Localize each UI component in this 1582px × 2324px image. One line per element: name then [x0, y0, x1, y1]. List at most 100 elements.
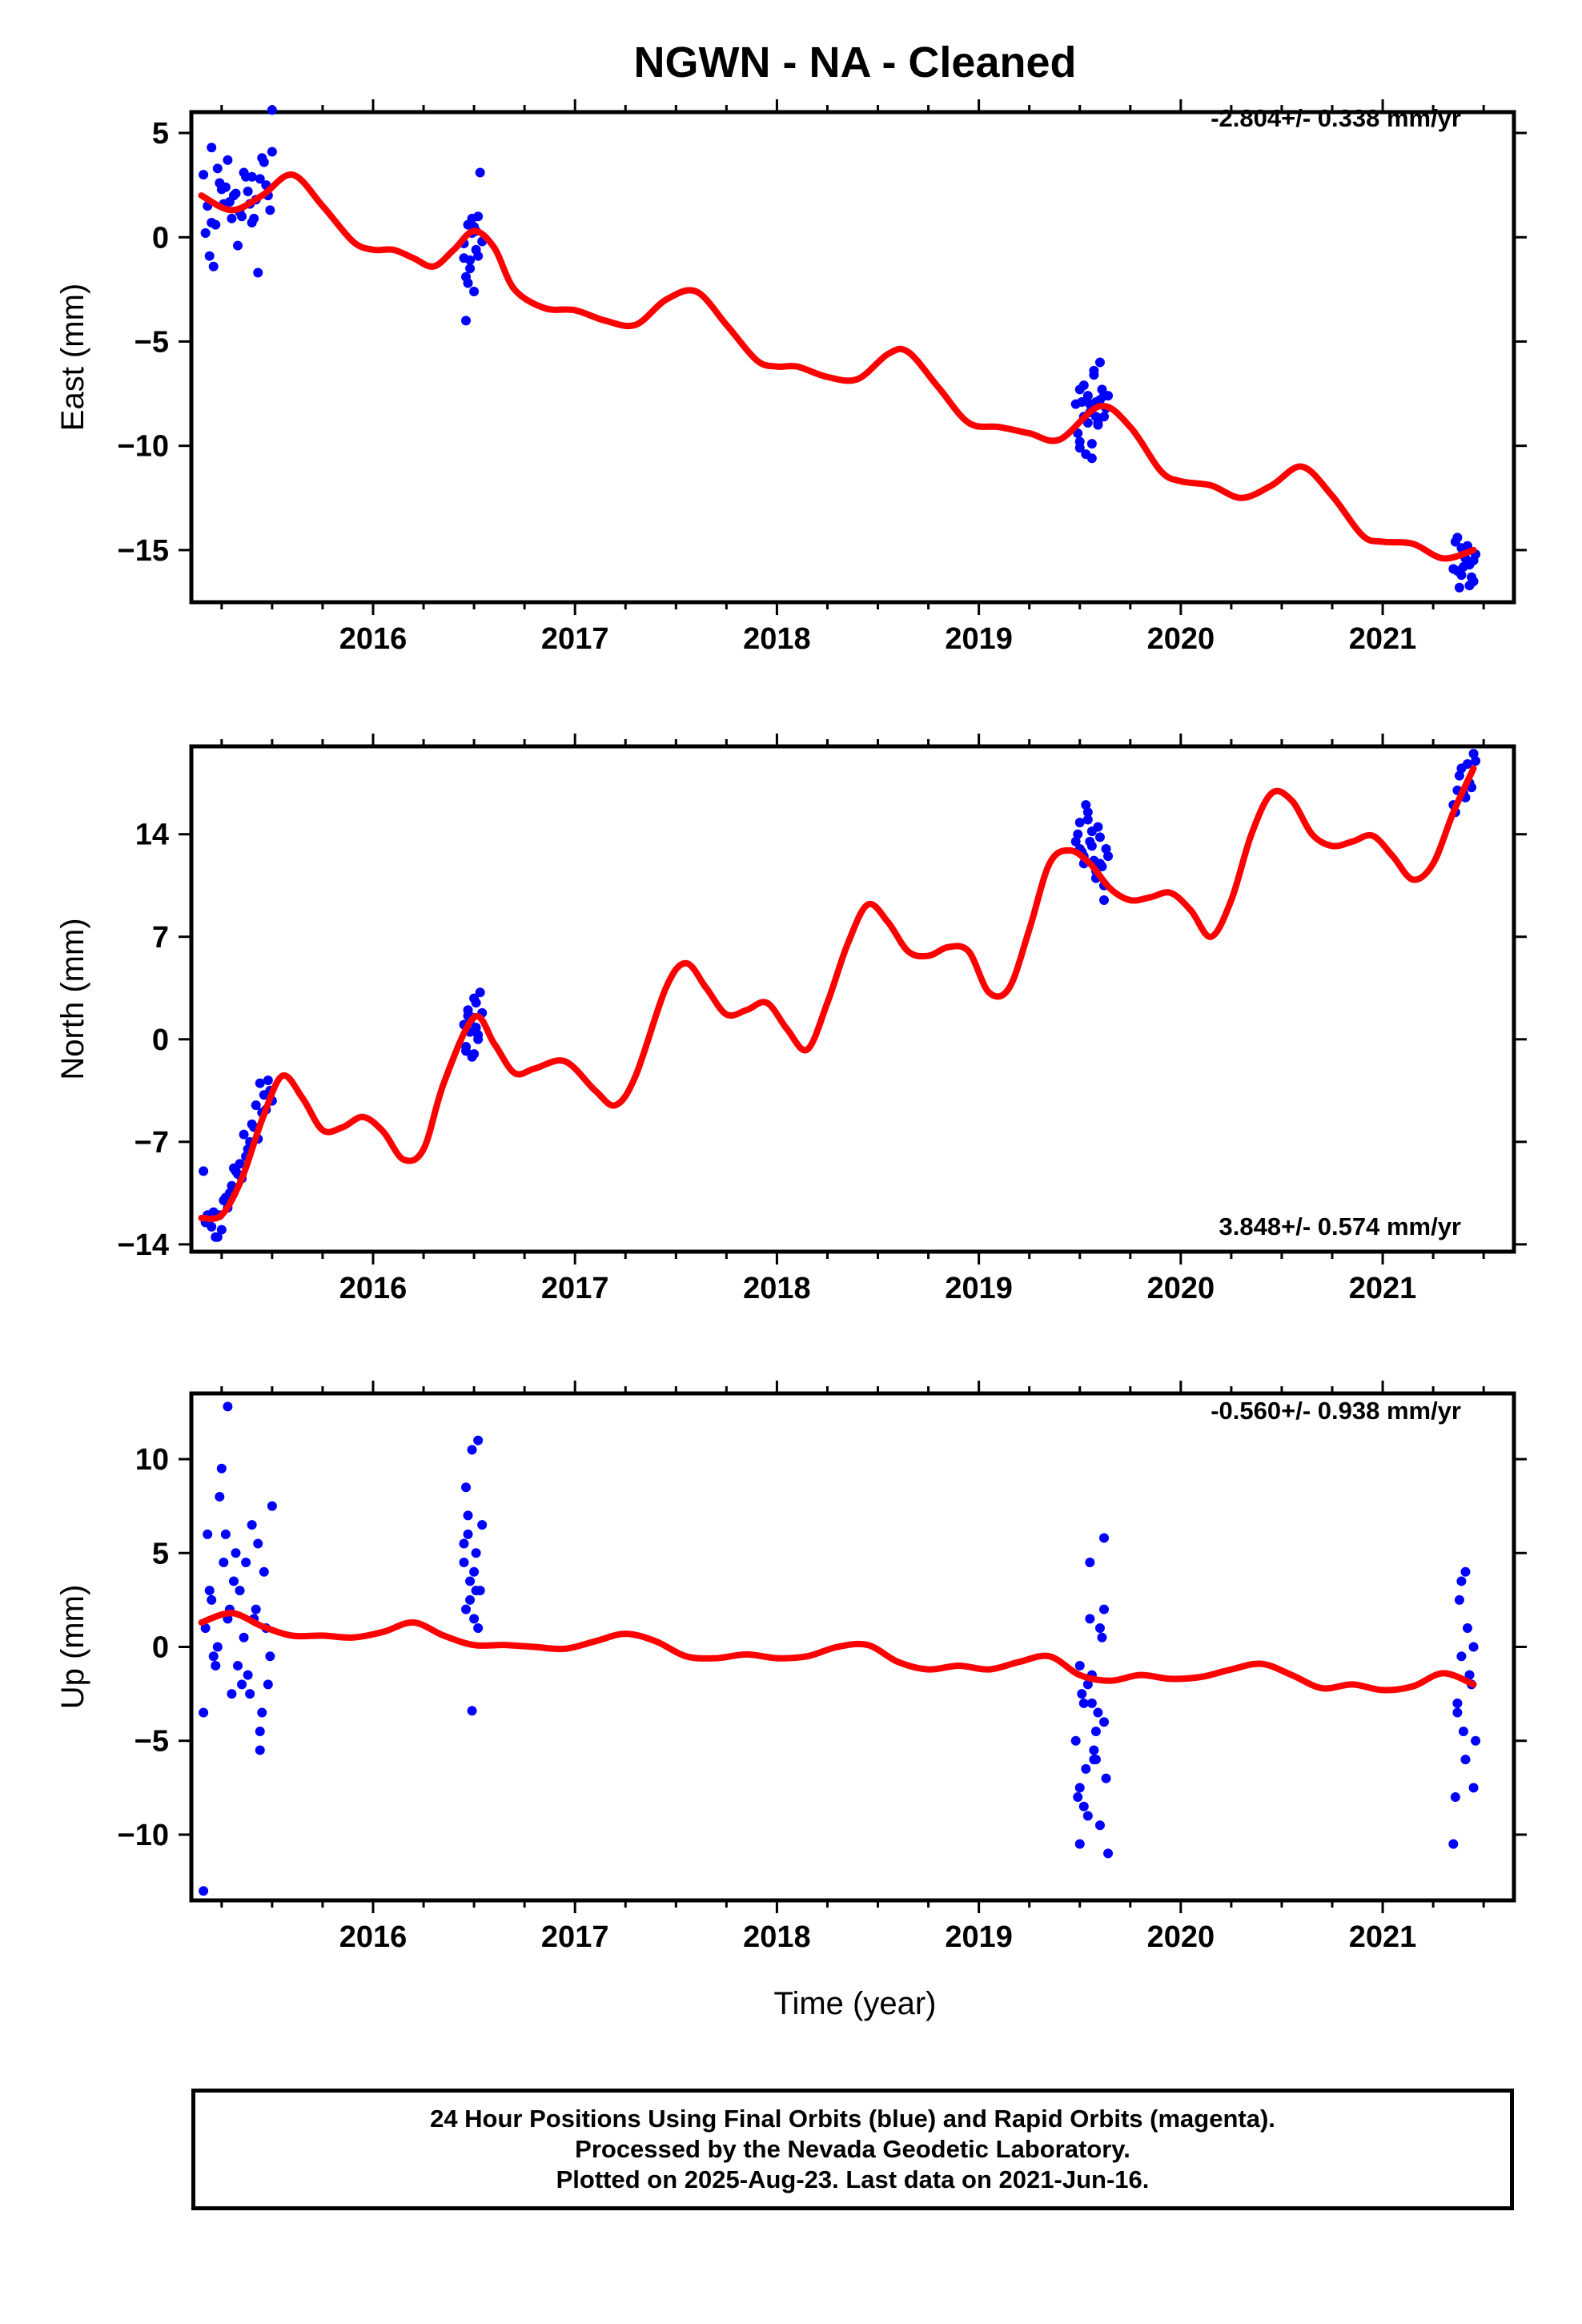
- y-tick-label: 10: [135, 1443, 169, 1477]
- data-point: [1081, 1763, 1091, 1774]
- data-point: [208, 1651, 219, 1662]
- footer-line-3: Plotted on 2025-Aug-23. Last data on 202…: [556, 2165, 1150, 2193]
- data-point: [1082, 807, 1093, 818]
- data-point: [1454, 770, 1464, 781]
- x-tick-label: 2021: [1349, 1920, 1417, 1954]
- data-point: [1097, 1632, 1107, 1642]
- fit-curve-east: [198, 171, 1477, 562]
- data-point: [463, 1510, 473, 1521]
- data-point: [1070, 1735, 1081, 1746]
- data-point: [1094, 1623, 1105, 1634]
- data-point: [253, 267, 263, 278]
- data-point: [473, 251, 484, 261]
- data-point: [233, 1660, 243, 1671]
- data-point: [461, 1046, 472, 1056]
- rate-label-east: -2.804+/- 0.338 mm/yr: [1211, 104, 1461, 132]
- data-point: [463, 1529, 473, 1539]
- data-point: [219, 1558, 229, 1567]
- data-point: [1074, 1783, 1085, 1793]
- data-point: [459, 1558, 469, 1567]
- data-point: [469, 1614, 480, 1624]
- footer-box: 24 Hour Positions Using Final Orbits (bl…: [191, 2089, 1514, 2210]
- data-point: [255, 174, 265, 184]
- data-point: [1082, 391, 1093, 401]
- data-point: [1082, 814, 1093, 825]
- data-point: [1077, 1689, 1087, 1699]
- x-tick-label: 2020: [1147, 622, 1215, 656]
- y-tick-label: −7: [135, 1126, 169, 1160]
- data-point: [207, 218, 217, 228]
- data-point: [220, 1529, 231, 1539]
- data-point: [251, 1604, 261, 1614]
- data-point: [1452, 1707, 1463, 1718]
- data-point: [1456, 1651, 1467, 1662]
- data-point: [1103, 1848, 1114, 1859]
- panel-north-frame: [189, 744, 1516, 1254]
- data-point: [199, 1707, 209, 1718]
- data-point: [212, 1642, 223, 1652]
- data-point: [1086, 439, 1097, 449]
- data-point: [469, 993, 480, 1003]
- data-point: [1094, 858, 1105, 869]
- data-point: [1468, 1642, 1479, 1652]
- data-point: [257, 1707, 267, 1718]
- data-point: [1089, 1745, 1099, 1755]
- y-tick-label: −5: [135, 325, 169, 359]
- data-point: [1093, 1707, 1103, 1718]
- x-tick-label: 2021: [1349, 1272, 1417, 1305]
- data-point: [215, 1491, 225, 1502]
- data-point: [1099, 1717, 1110, 1727]
- panel-up: 2016 2017 2018 2019 2020 2021 10 5 0 −5 −10 Up (mm)…: [55, 1381, 1527, 1954]
- data-point: [228, 191, 239, 201]
- data-point: [1456, 1576, 1467, 1586]
- x-tick-label: 2018: [743, 1272, 811, 1305]
- data-point: [1458, 1727, 1468, 1736]
- data-point: [247, 171, 257, 182]
- data-point: [463, 278, 473, 288]
- data-point: [1101, 844, 1111, 854]
- data-point: [1099, 1533, 1110, 1543]
- y-tick-label: −15: [118, 534, 169, 568]
- data-point: [471, 1548, 481, 1558]
- data-point: [249, 213, 259, 223]
- data-point: [1103, 851, 1114, 862]
- data-point: [469, 1566, 480, 1577]
- data-point: [267, 147, 277, 157]
- data-point: [1099, 1604, 1110, 1614]
- observations-up: [199, 1401, 1481, 1896]
- data-point: [459, 253, 469, 263]
- data-point: [241, 1558, 251, 1567]
- x-tick-label: 2019: [945, 622, 1013, 656]
- data-point: [1081, 800, 1091, 810]
- panels: 2016 2017 2018 2019 2020 2021 5 0 −5 −10 −15 East (…: [55, 99, 1527, 1954]
- y-tick-label: 0: [152, 1631, 169, 1665]
- x-tick-label: 2020: [1147, 1920, 1215, 1954]
- y-tick-label: 14: [135, 818, 169, 852]
- data-point: [211, 1660, 221, 1671]
- data-point: [467, 1445, 477, 1455]
- data-point: [228, 1163, 239, 1173]
- y-tick-label: 5: [152, 1537, 169, 1570]
- data-point: [237, 211, 247, 222]
- data-point: [1089, 1755, 1099, 1765]
- data-point: [459, 1538, 469, 1549]
- data-point: [265, 1651, 275, 1662]
- x-tick-label: 2019: [945, 1920, 1013, 1954]
- data-point: [475, 167, 485, 178]
- data-point: [1077, 396, 1087, 407]
- data-point: [200, 228, 211, 239]
- data-point: [471, 1023, 481, 1033]
- data-point: [1090, 1727, 1101, 1736]
- panel-east-frame: [189, 110, 1516, 605]
- data-point: [212, 1232, 223, 1242]
- data-point: [257, 153, 267, 163]
- data-point: [220, 182, 231, 192]
- data-point: [1070, 836, 1081, 846]
- data-point: [239, 1632, 249, 1642]
- data-point: [255, 1727, 265, 1736]
- x-tick-label: 2019: [945, 1272, 1013, 1305]
- data-point: [199, 170, 209, 180]
- data-point: [1448, 1839, 1459, 1849]
- data-point: [227, 213, 237, 223]
- x-tick-label: 2016: [339, 1920, 408, 1954]
